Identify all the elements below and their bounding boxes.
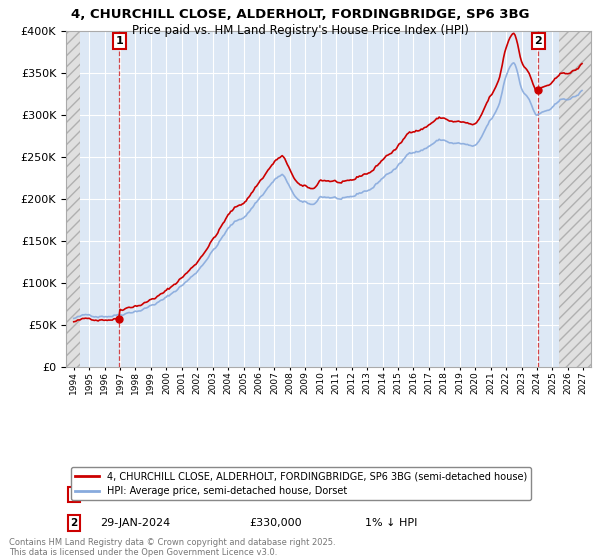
Text: 29-JAN-2024: 29-JAN-2024: [100, 518, 170, 528]
Text: Contains HM Land Registry data © Crown copyright and database right 2025.
This d: Contains HM Land Registry data © Crown c…: [9, 538, 335, 557]
Text: 2: 2: [70, 518, 77, 528]
Text: 1: 1: [116, 36, 123, 46]
Text: 6% ↓ HPI: 6% ↓ HPI: [365, 489, 418, 500]
Text: 1% ↓ HPI: 1% ↓ HPI: [365, 518, 418, 528]
Text: Price paid vs. HM Land Registry's House Price Index (HPI): Price paid vs. HM Land Registry's House …: [131, 24, 469, 36]
Bar: [559, 31, 591, 367]
Text: £330,000: £330,000: [250, 518, 302, 528]
Legend: 4, CHURCHILL CLOSE, ALDERHOLT, FORDINGBRIDGE, SP6 3BG (semi-detached house), HPI: 4, CHURCHILL CLOSE, ALDERHOLT, FORDINGBR…: [71, 468, 531, 500]
Text: 2: 2: [535, 36, 542, 46]
Text: £57,500: £57,500: [250, 489, 296, 500]
Text: 1: 1: [70, 489, 77, 500]
Text: 4, CHURCHILL CLOSE, ALDERHOLT, FORDINGBRIDGE, SP6 3BG: 4, CHURCHILL CLOSE, ALDERHOLT, FORDINGBR…: [71, 8, 529, 21]
Text: 12-DEC-1996: 12-DEC-1996: [100, 489, 174, 500]
Bar: [66, 31, 80, 367]
